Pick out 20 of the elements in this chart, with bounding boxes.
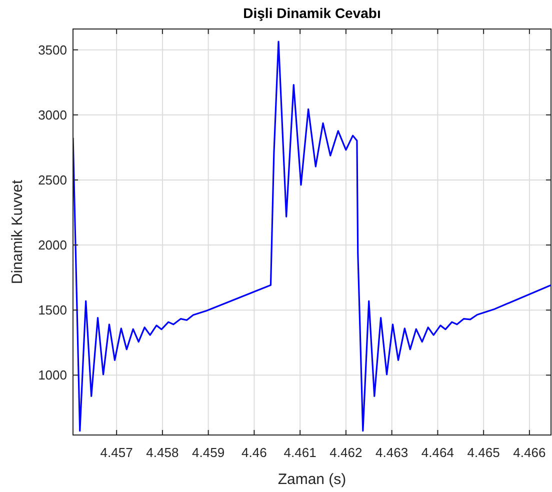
line-series <box>73 40 551 432</box>
chart-title: Dişli Dinamik Cevabı <box>243 5 381 21</box>
x-tick-label: 4.465 <box>467 445 500 460</box>
x-tick-label: 4.463 <box>376 445 408 460</box>
x-tick-label: 4.457 <box>100 445 133 460</box>
y-axis-title: Dinamik Kuvvet <box>9 179 26 284</box>
x-tick-label: 4.464 <box>421 445 454 460</box>
y-tick-label: 1000 <box>38 368 67 383</box>
x-tick-label: 4.458 <box>146 445 179 460</box>
y-tick-label: 2000 <box>38 238 67 253</box>
y-tick-label: 1500 <box>38 302 67 318</box>
x-tick-label: 4.466 <box>513 445 546 460</box>
y-tick-label: 3500 <box>38 42 67 58</box>
x-tick-label: 4.462 <box>330 445 362 460</box>
x-tick-label: 4.461 <box>284 445 316 460</box>
x-axis-title: Zaman (s) <box>278 471 346 488</box>
x-tick-label: 4.459 <box>192 445 225 460</box>
y-tick-label: 3000 <box>38 107 67 122</box>
y-tick-label: 2500 <box>38 172 67 188</box>
x-tick-label: 4.46 <box>242 445 267 460</box>
